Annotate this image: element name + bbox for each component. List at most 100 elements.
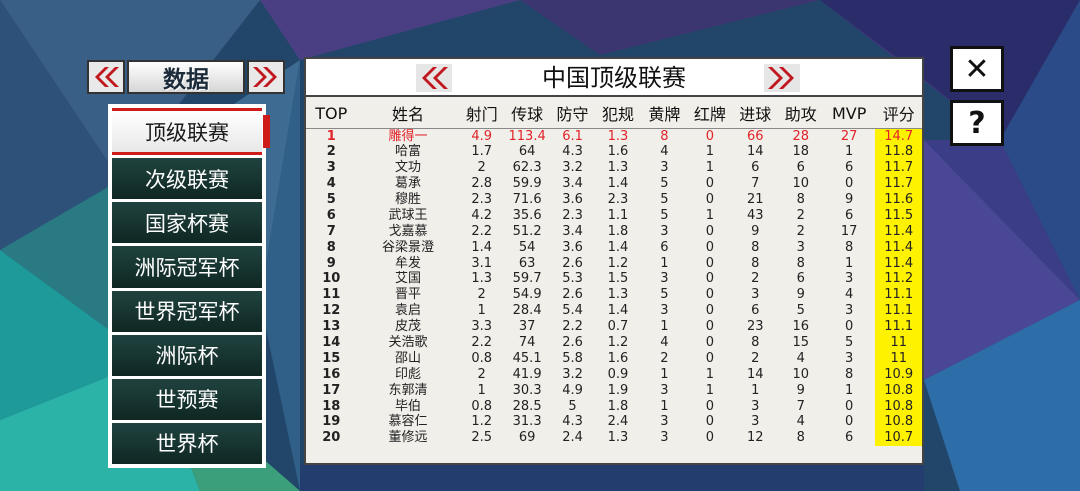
stat-cell: 2.4 [562,430,583,446]
menu-item-4[interactable]: 世界冠军杯 [112,290,262,332]
help-button[interactable]: ? [950,100,1004,146]
stat-cell: 1.5 [607,271,629,287]
stat-cell: 2 [660,350,669,366]
table-row[interactable]: 11 晋平 2 54.9 2.6 1.3 5 0 3 9 4 11.1 [306,286,922,303]
stat-cell: 5 [845,335,854,351]
rank-cell: 10 [322,271,341,287]
menu-item-1[interactable]: 次级联赛 [112,158,262,200]
column-header[interactable]: 助攻 [778,99,823,129]
player-name-cell: 穆胜 [394,192,421,207]
table-row[interactable]: 16 印彪 2 41.9 3.2 0.9 1 1 14 10 8 10.9 [306,366,922,383]
table-row[interactable]: 8 谷梁景澄 1.4 54 3.6 1.4 6 0 8 3 8 11.4 [306,239,922,256]
stat-cell: 2.2 [471,335,493,351]
table-row[interactable]: 20 董修远 2.5 69 2.4 1.3 3 0 12 8 6 10.7 [306,429,922,446]
stat-cell: 0.9 [607,366,629,382]
column-header[interactable]: TOP [306,99,357,129]
column-header[interactable]: 射门 [459,99,504,129]
league-prev-button[interactable] [416,64,452,92]
stat-cell: 3.6 [562,239,583,255]
table-row[interactable]: 3 文功 2 62.3 3.2 1.3 3 1 6 6 6 11.7 [306,159,922,176]
column-header[interactable]: 评分 [875,99,922,129]
menu-item-3[interactable]: 洲际冠军杯 [112,246,262,288]
stat-cell: 0 [705,303,714,319]
column-header[interactable]: 传球 [503,99,551,129]
stat-cell: 0.8 [471,398,493,414]
table-row[interactable]: 9 牟发 3.1 63 2.6 1.2 1 0 8 8 1 11.4 [306,255,922,272]
stat-cell: 9 [796,287,805,303]
category-next-button[interactable] [247,60,285,94]
stat-cell: 4.9 [562,382,583,398]
column-header[interactable]: 犯规 [594,99,642,129]
menu-item-6[interactable]: 世预赛 [112,378,262,420]
rank-cell: 2 [326,144,336,160]
stat-cell: 45.1 [512,350,542,366]
player-stats-table: TOP 姓名 射门 传球 防守 犯规 黄牌 红牌 进球 助攻 MVP 评分 1 雕得一 4.9 113.4 6… [306,99,922,446]
stat-cell: 3 [660,414,669,430]
double-chevron-right-icon [764,64,800,92]
column-header[interactable]: 姓名 [356,99,460,129]
menu-item-5[interactable]: 洲际杯 [112,334,262,376]
rating-cell: 11.7 [875,175,922,192]
stat-cell: 4.2 [471,207,493,223]
rank-cell: 3 [326,160,336,176]
stat-cell: 9 [796,382,805,398]
double-chevron-left-icon [416,64,452,92]
column-header[interactable]: 防守 [550,99,595,129]
rank-cell: 11 [322,287,341,303]
stat-cell: 5.4 [562,303,583,319]
table-row[interactable]: 13 皮茂 3.3 37 2.2 0.7 1 0 23 16 0 11.1 [306,318,922,335]
player-name-cell: 艾国 [394,271,421,287]
rating-cell: 11.4 [875,239,922,256]
rating-cell: 11.4 [875,255,922,272]
stat-cell: 1 [705,144,714,160]
stat-cell: 37 [518,319,536,335]
table-row[interactable]: 10 艾国 1.3 59.7 5.3 1.5 3 0 2 6 3 11.2 [306,271,922,287]
stat-cell: 1.4 [471,239,493,255]
column-header[interactable]: 黄牌 [641,99,688,129]
table-row[interactable]: 18 毕伯 0.8 28.5 5 1.8 1 0 3 7 0 10.8 [306,398,922,415]
menu-item-7[interactable]: 世界杯 [112,422,262,464]
table-row[interactable]: 4 葛承 2.8 59.9 3.4 1.4 5 0 7 10 0 11.7 [306,175,922,192]
stat-cell: 28.5 [512,398,542,414]
table-row[interactable]: 19 慕容仁 1.2 31.3 4.3 2.4 3 0 3 4 0 10.8 [306,414,922,430]
table-row[interactable]: 2 哈富 1.7 64 4.3 1.6 4 1 14 18 1 11.8 [306,143,922,160]
stat-cell: 2.2 [562,319,583,335]
stat-cell: 27 [840,128,858,144]
stat-cell: 1.7 [471,144,493,160]
table-row[interactable]: 14 关浩歌 2.2 74 2.6 1.2 4 0 8 15 5 11 [306,334,922,351]
stat-cell: 0 [845,398,854,414]
stat-cell: 3.2 [562,160,583,176]
stat-cell: 2.6 [562,287,583,303]
stat-cell: 1.3 [607,287,629,303]
table-row[interactable]: 6 武球王 4.2 35.6 2.3 1.1 5 1 43 2 6 11.5 [306,207,922,224]
stat-cell: 1.8 [607,223,629,239]
category-prev-button[interactable] [87,60,125,94]
stat-cell: 71.6 [512,192,542,207]
column-header[interactable]: 红牌 [687,99,733,129]
column-header[interactable]: 进球 [732,99,779,129]
rating-cell: 11.1 [875,318,922,335]
stat-cell: 1 [477,303,486,319]
close-button[interactable]: ✕ [950,46,1004,92]
stat-cell: 3.3 [471,319,493,335]
column-header[interactable]: MVP [822,99,876,129]
rating-cell: 11 [875,350,922,367]
stat-cell: 28.4 [512,303,542,319]
stat-cell: 6.1 [562,128,583,144]
stat-cell: 2.6 [562,335,583,351]
stat-cell: 8 [660,128,669,144]
table-row[interactable]: 7 戈嘉慕 2.2 51.2 3.4 1.8 3 0 9 2 17 11.4 [306,223,922,240]
menu-item-0[interactable]: 顶级联赛 [112,108,270,156]
table-row[interactable]: 12 袁启 1 28.4 5.4 1.4 3 0 6 5 3 11.1 [306,302,922,319]
stat-cell: 1 [660,255,669,271]
close-icon: ✕ [964,51,990,87]
table-row[interactable]: 5 穆胜 2.3 71.6 3.6 2.3 5 0 21 8 9 11.6 [306,191,922,208]
table-row[interactable]: 1 雕得一 4.9 113.4 6.1 1.3 8 0 66 28 27 14.7 [306,128,922,144]
table-row[interactable]: 15 邵山 0.8 45.1 5.8 1.6 2 0 2 4 3 11 [306,350,922,367]
league-next-button[interactable] [764,64,800,92]
menu-item-2[interactable]: 国家杯赛 [112,202,262,244]
stat-cell: 8 [845,366,854,382]
table-header-row: TOP 姓名 射门 传球 防守 犯规 黄牌 红牌 进球 助攻 MVP 评分 [306,99,922,129]
stat-cell: 8 [751,255,760,271]
table-row[interactable]: 17 东郭清 1 30.3 4.9 1.9 3 1 1 9 1 10.8 [306,382,922,399]
